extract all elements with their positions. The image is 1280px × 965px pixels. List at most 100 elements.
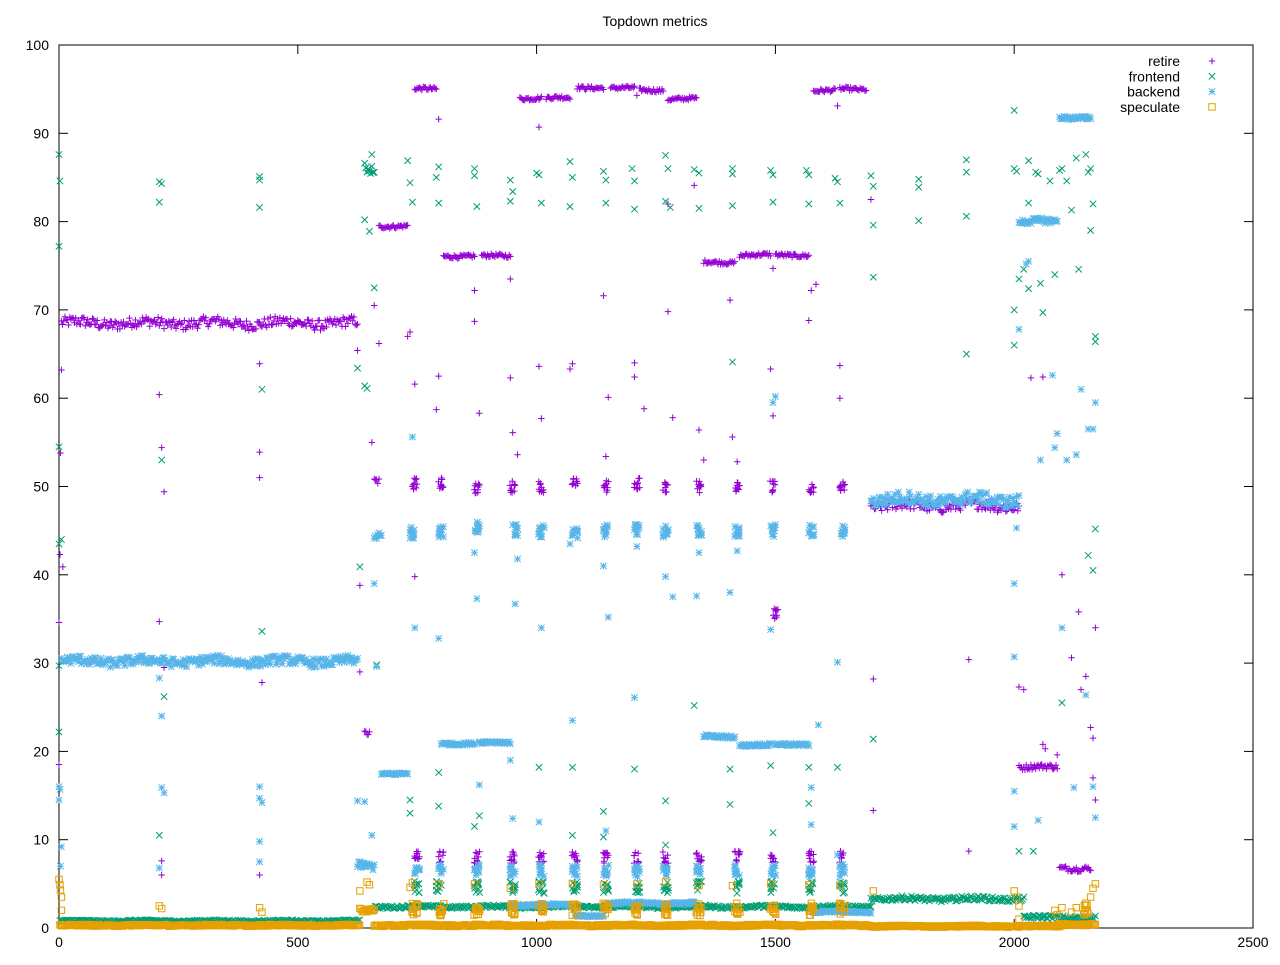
backend-point <box>278 660 286 668</box>
retire-point <box>111 318 119 325</box>
retire-point <box>404 222 411 229</box>
backend-point <box>805 867 813 875</box>
backend-point <box>731 733 739 741</box>
retire-point <box>224 317 231 324</box>
retire-point <box>701 256 709 264</box>
retire-point <box>245 327 253 334</box>
backend-point <box>767 739 775 747</box>
backend-point <box>1024 257 1033 265</box>
retire-point <box>74 317 82 324</box>
backend-point <box>1089 425 1097 433</box>
backend-point <box>437 870 445 878</box>
backend-point <box>266 660 274 668</box>
retire-point <box>90 316 97 323</box>
retire-point <box>59 321 66 328</box>
backend-point <box>733 547 741 555</box>
backend-point <box>1010 787 1018 795</box>
retire-point <box>126 314 133 322</box>
backend-point <box>158 712 166 720</box>
retire-point <box>323 323 330 331</box>
retire-point <box>350 313 358 321</box>
backend-point <box>1036 456 1045 464</box>
retire-point <box>146 323 153 330</box>
backend-point <box>56 862 64 870</box>
axes: 0 500 1000 1500 2000 250001020304050607080901… <box>26 37 1269 950</box>
backend-point <box>599 527 607 535</box>
backend-point <box>538 865 546 873</box>
x-tick-label: 0 <box>55 934 63 950</box>
backend-point <box>1010 580 1018 588</box>
retire-point <box>288 323 296 330</box>
backend-point <box>1077 385 1085 393</box>
backend-point <box>410 869 419 877</box>
retire-point <box>170 316 177 323</box>
y-tick-label: 80 <box>33 214 49 230</box>
retire-point <box>89 315 96 322</box>
backend-point <box>634 525 642 533</box>
backend-point <box>1082 691 1090 699</box>
retire-point <box>132 316 139 324</box>
backend-point <box>806 526 814 534</box>
backend-point <box>474 524 483 532</box>
retire-point <box>154 314 162 321</box>
retire-point <box>344 320 352 327</box>
backend-point <box>599 912 608 920</box>
y-tick-label: 70 <box>33 302 49 318</box>
backend-point <box>475 781 483 789</box>
backend-point <box>807 532 815 540</box>
retire-point <box>471 253 478 260</box>
retire-point <box>374 480 381 487</box>
backend-point <box>1087 115 1095 123</box>
backend-point <box>767 867 775 875</box>
retire-point <box>84 316 91 323</box>
backend-point <box>697 527 705 535</box>
y-tick-label: 0 <box>41 920 49 936</box>
backend-point <box>1091 814 1099 822</box>
retire-point <box>305 316 312 324</box>
backend-point <box>1015 492 1023 500</box>
x-tick-label: 1500 <box>760 934 791 950</box>
retire-point <box>731 258 739 265</box>
backend-point <box>535 818 543 826</box>
backend-point <box>662 522 670 530</box>
backend-point <box>370 580 378 588</box>
retire-point <box>205 323 212 330</box>
retire-point <box>354 320 361 328</box>
backend-point <box>155 674 163 682</box>
retire-point <box>116 325 124 333</box>
backend-point <box>511 600 519 608</box>
backend-point <box>983 489 991 497</box>
backend-point <box>256 858 264 866</box>
backend-point <box>661 863 669 871</box>
backend-point <box>435 525 443 533</box>
y-tick-label: 40 <box>33 567 49 583</box>
retire-point <box>693 94 700 102</box>
legend-marker-backend <box>1208 88 1216 96</box>
backend-point <box>1034 816 1042 824</box>
backend-point <box>1013 524 1021 532</box>
retire-point <box>129 321 137 329</box>
retire-point <box>349 317 356 324</box>
retire-point <box>160 325 168 332</box>
x-tick-label: 1000 <box>521 934 552 950</box>
backend-point <box>805 742 813 750</box>
backend-point <box>1053 217 1061 225</box>
retire-point <box>80 314 88 322</box>
backend-point <box>771 392 779 400</box>
backend-point <box>1091 399 1099 407</box>
backend-point <box>474 861 482 869</box>
retire-point <box>105 322 113 330</box>
retire-point <box>172 325 180 332</box>
backend-point <box>512 526 520 534</box>
legend-label-speculate: speculate <box>1120 99 1180 115</box>
retire-point <box>470 251 477 259</box>
backend-point <box>507 872 515 880</box>
backend-point <box>669 593 677 601</box>
retire-point <box>190 317 198 324</box>
backend-point <box>574 534 582 542</box>
retire-point <box>283 316 291 323</box>
backend-point <box>155 864 163 872</box>
backend-point <box>663 529 671 538</box>
backend-point <box>377 531 385 539</box>
